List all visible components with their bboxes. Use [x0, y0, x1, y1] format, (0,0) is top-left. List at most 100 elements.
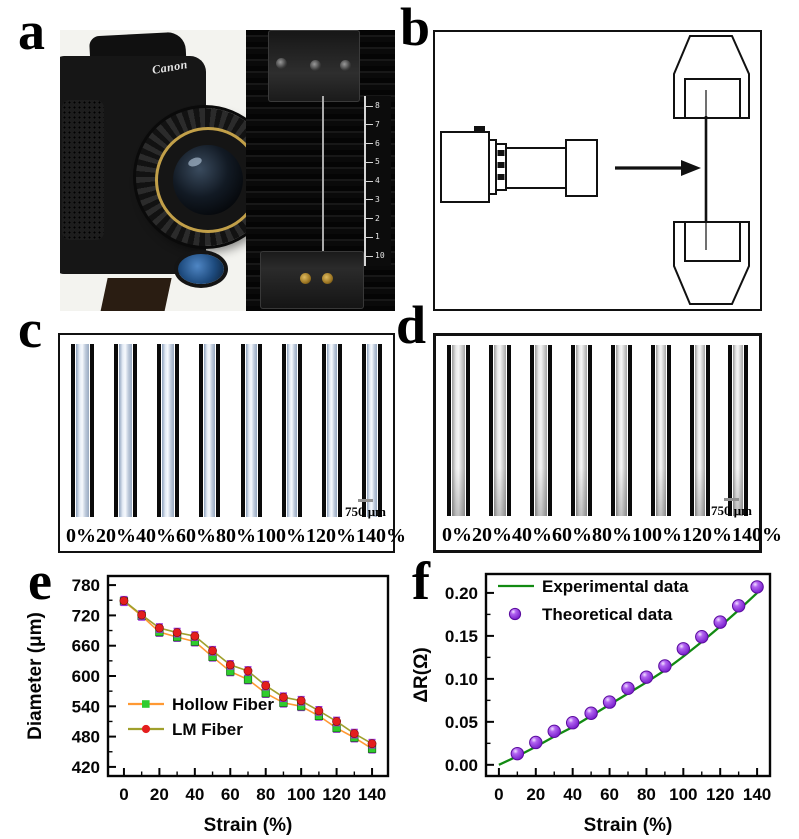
- svg-text:0: 0: [494, 785, 503, 804]
- svg-text:60: 60: [600, 785, 619, 804]
- ruler-mark: 2: [366, 211, 391, 227]
- legend-label: LM Fiber: [172, 720, 243, 739]
- legend-label: Hollow Fiber: [172, 695, 274, 714]
- series-theoretical-data: [510, 580, 764, 761]
- panel-letter-d: d: [396, 295, 427, 355]
- svg-text:0.15: 0.15: [445, 627, 478, 646]
- strain-label: 0%: [442, 524, 472, 546]
- strain-labels-row: 0% 20% 40% 60% 80% 100% 120% 140%: [66, 525, 406, 548]
- fiber-strip-row: [70, 344, 383, 517]
- legend-label: Experimental data: [542, 577, 689, 596]
- fiber-strip: [240, 344, 263, 517]
- legend: Experimental data Theoretical data: [498, 577, 689, 624]
- svg-text:600: 600: [72, 667, 100, 686]
- camera-schematic: [440, 126, 598, 203]
- rig-ruler: 8 7 6 5 4 3 2 1 10: [364, 96, 391, 266]
- fiber-strip: [446, 345, 471, 516]
- svg-text:140: 140: [743, 785, 771, 804]
- svg-text:40: 40: [563, 785, 582, 804]
- scale-bar-label: 750 μm: [711, 503, 752, 518]
- fiber-strip: [361, 344, 383, 517]
- tripod-knob: [178, 254, 224, 284]
- strain-label: 140%: [356, 525, 406, 547]
- gold-screw-icon: [300, 273, 311, 284]
- strain-label: 100%: [632, 524, 682, 546]
- legend: Hollow Fiber LM Fiber: [128, 695, 274, 739]
- strain-label: 20%: [96, 525, 136, 547]
- fiber-strip: [198, 344, 222, 517]
- svg-text:20: 20: [526, 785, 545, 804]
- svg-text:100: 100: [669, 785, 697, 804]
- ruler-mark: 10: [366, 248, 391, 264]
- strain-label: 120%: [306, 525, 356, 547]
- svg-text:0.00: 0.00: [445, 756, 478, 775]
- ruler-mark: 5: [366, 154, 391, 170]
- chart-f: 0 20 40 60 80 100 120 140 0.00 0.05 0.10 0.15 0.20 St…: [411, 572, 771, 836]
- svg-text:540: 540: [72, 697, 100, 716]
- panel-letter-e: e: [28, 551, 52, 611]
- fiber-strip: [570, 345, 594, 516]
- fiber-strip: [529, 345, 553, 516]
- top-clamp: [673, 35, 750, 119]
- strain-label: 40%: [512, 524, 552, 546]
- fiber-strip: [321, 344, 343, 517]
- svg-text:120: 120: [706, 785, 734, 804]
- svg-text:420: 420: [72, 758, 100, 777]
- schematic-drawing: [440, 35, 750, 305]
- fiber-strip: [650, 345, 673, 516]
- ruler-mark: 3: [366, 192, 391, 208]
- chart-e: 0 20 40 60 80 100 120 140 420 480 540 600 660 720 780 S…: [25, 574, 390, 836]
- ruler-mark: 6: [366, 136, 391, 152]
- tripod-mount: [100, 278, 172, 311]
- camera-photo: Canon: [60, 30, 246, 311]
- gold-screw-icon: [322, 273, 333, 284]
- lower-clamp: [260, 251, 364, 309]
- fiber-sample: [322, 96, 324, 264]
- ruler-mark: 8: [366, 98, 391, 114]
- strain-label: 120%: [682, 524, 732, 546]
- strain-label: 80%: [592, 524, 632, 546]
- screw-icon: [310, 60, 321, 71]
- panel-a-photo: Canon 8 7 6 5 4 3 2 1 10: [60, 30, 395, 311]
- screw-icon: [340, 60, 351, 71]
- strain-label: 100%: [256, 525, 306, 547]
- svg-text:40: 40: [185, 785, 204, 804]
- panel-letter-f: f: [412, 551, 430, 611]
- svg-text:60: 60: [221, 785, 240, 804]
- svg-text:660: 660: [72, 637, 100, 656]
- fiber-strip: [281, 344, 304, 517]
- axes: 0 20 40 60 80 100 120 140 420 480 540 600 660 720 780: [72, 576, 387, 804]
- strain-label: 0%: [66, 525, 96, 547]
- strain-label: 60%: [552, 524, 592, 546]
- legend-label: Theoretical data: [542, 605, 673, 624]
- stretch-rig-photo: 8 7 6 5 4 3 2 1 10: [246, 30, 395, 311]
- strain-label: 80%: [216, 525, 256, 547]
- camera-grip-texture: [62, 100, 104, 240]
- fiber-strip: [689, 345, 711, 516]
- x-axis-label: Strain (%): [584, 815, 673, 836]
- y-axis-label: ΔR(Ω): [411, 647, 432, 702]
- svg-text:20: 20: [150, 785, 169, 804]
- bottom-clamp: [673, 221, 750, 305]
- scale-bar: 750 μm: [711, 498, 752, 519]
- fiber-strip: [156, 344, 180, 517]
- svg-text:780: 780: [72, 576, 100, 595]
- svg-text:0: 0: [119, 785, 128, 804]
- scale-bar-line: [724, 498, 740, 501]
- ruler-mark: 4: [366, 173, 391, 189]
- panel-c-micrographs: 750 μm 0% 20% 40% 60% 80% 100% 120% 140%: [58, 333, 406, 553]
- svg-text:0.20: 0.20: [445, 584, 478, 603]
- fiber-strip: [610, 345, 633, 516]
- light-path-arrow: [615, 160, 701, 176]
- scale-bar: 750 μm: [345, 499, 386, 520]
- panel-letter-c: c: [18, 299, 42, 359]
- y-axis-label: Diameter (μm): [25, 612, 46, 740]
- svg-text:480: 480: [72, 728, 100, 747]
- panel-d-micrographs: 750 μm 0% 20% 40% 60% 80% 100% 120% 140%: [433, 333, 782, 553]
- strain-labels-row: 0% 20% 40% 60% 80% 100% 120% 140%: [442, 524, 782, 547]
- scale-bar-label: 750 μm: [345, 504, 386, 519]
- ruler-mark: 7: [366, 117, 391, 133]
- svg-text:140: 140: [358, 785, 386, 804]
- strain-label: 140%: [732, 524, 782, 546]
- svg-text:720: 720: [72, 606, 100, 625]
